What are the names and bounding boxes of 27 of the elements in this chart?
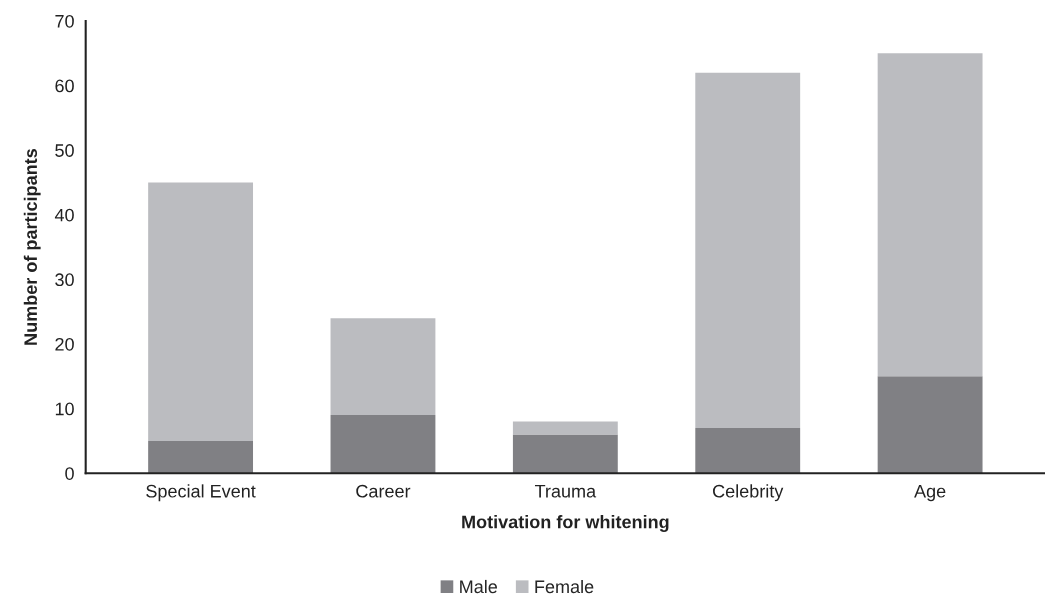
x-tick-label: Celebrity [713, 484, 784, 502]
x-tick-label: Trauma [534, 484, 597, 498]
y-tick-label: 50 [55, 144, 74, 157]
bar [877, 376, 983, 474]
y-tick-label: 0 [65, 467, 74, 480]
bar [148, 182, 254, 441]
legend-label: Male [460, 579, 498, 594]
x-tick-label: Career [356, 484, 411, 498]
y-tick-label: 60 [55, 79, 74, 93]
bar [512, 421, 618, 435]
y-axis-title: Number of participants [23, 149, 41, 345]
y-tick-label: 70 [55, 14, 74, 28]
bar [512, 434, 618, 474]
bar [695, 427, 801, 474]
bar [695, 72, 801, 428]
bar [148, 440, 254, 474]
legend-label: Female [535, 579, 594, 594]
x-tick-label: Special Event [146, 484, 256, 502]
y-tick-label: 20 [55, 337, 74, 351]
y-tick-label: 10 [55, 402, 74, 416]
x-axis-title: Motivation for whitening [462, 515, 669, 532]
bar [330, 318, 436, 416]
y-tick-label: 30 [55, 273, 74, 287]
bar [877, 53, 983, 377]
bar [330, 415, 436, 474]
x-tick-label: Age [914, 484, 946, 502]
y-tick-label: 40 [54, 208, 74, 222]
